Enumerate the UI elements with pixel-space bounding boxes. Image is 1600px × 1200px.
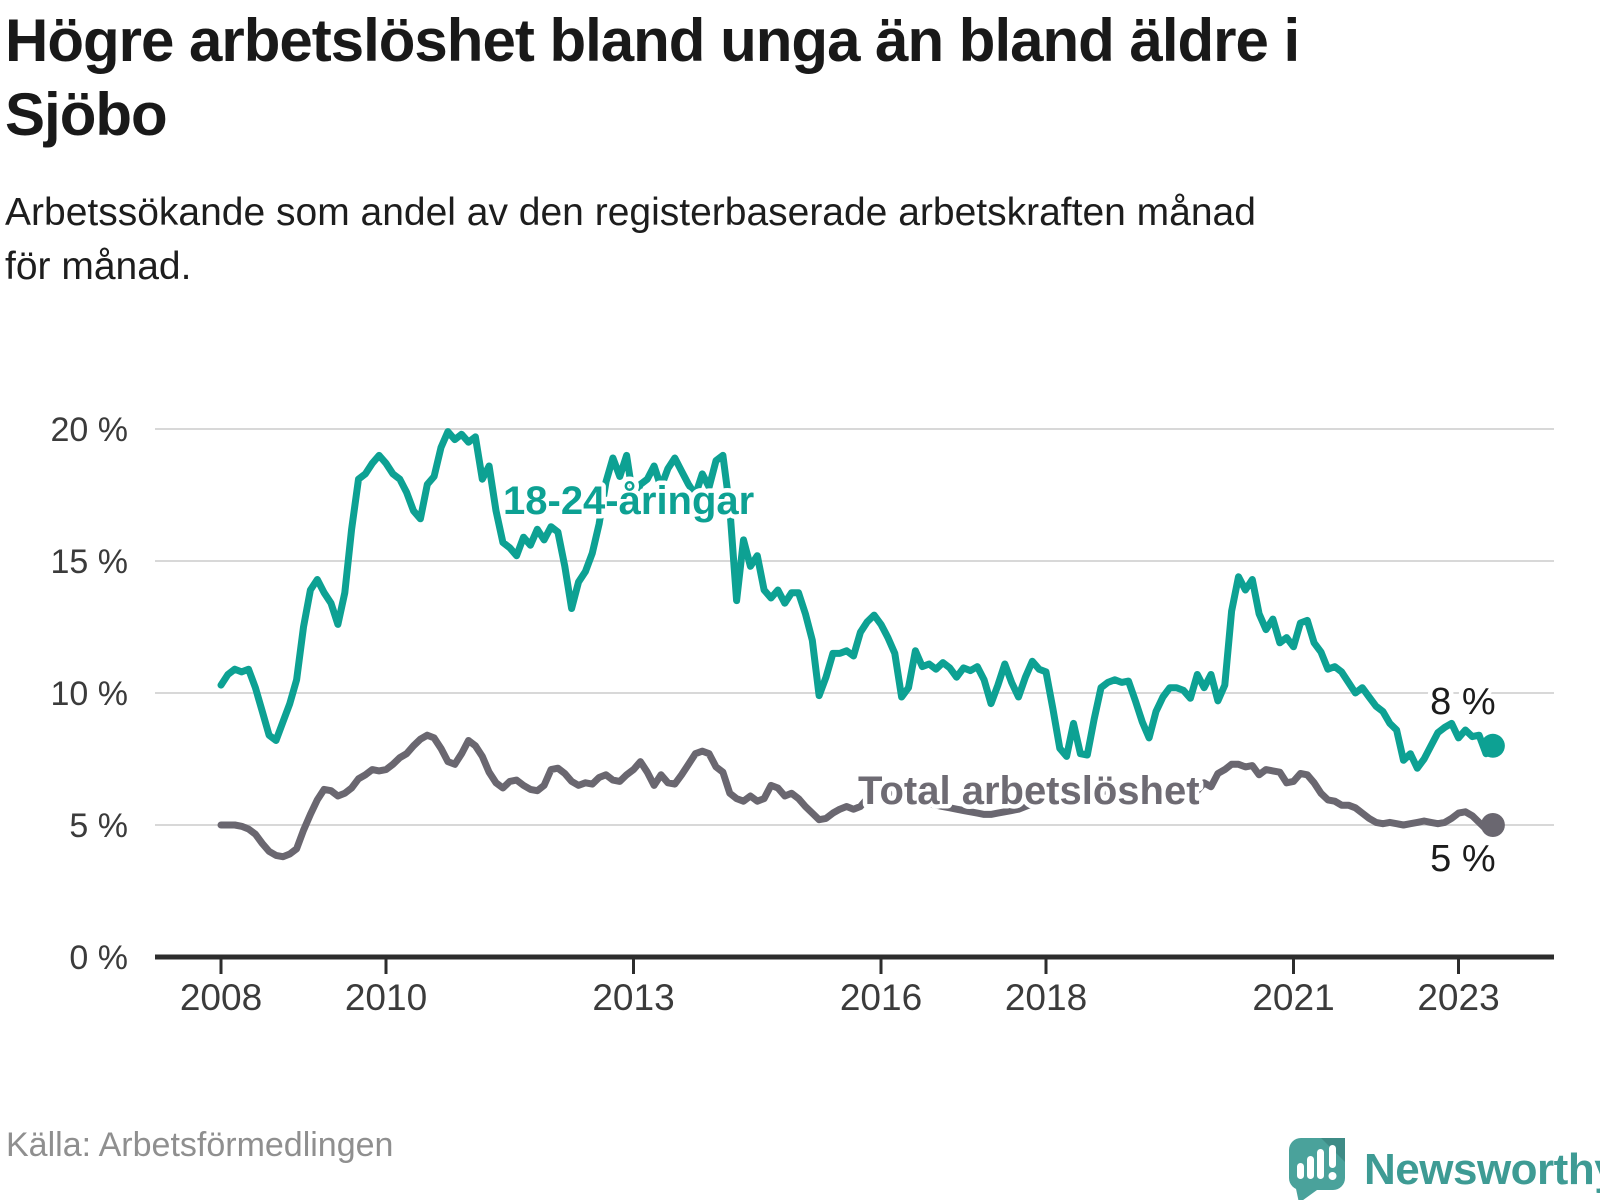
y-axis-label-10: 10 % <box>51 675 129 713</box>
page-title: Högre arbetslöshet bland unga än bland ä… <box>5 4 1585 152</box>
x-axis-label-2021: 2021 <box>1252 977 1334 1018</box>
title-line-1: Högre arbetslöshet bland unga än bland ä… <box>5 7 1300 74</box>
series-line-total <box>217 731 1497 861</box>
series-end-dot-young <box>1480 733 1505 758</box>
newsworthy-logo-icon <box>1289 1138 1345 1200</box>
x-axis-label-2010: 2010 <box>345 977 427 1018</box>
brand-logo: Newsworthy <box>1288 1136 1600 1200</box>
title-line-2: Sjöbo <box>5 81 168 148</box>
x-axis-label-2008: 2008 <box>180 977 262 1018</box>
y-axis-label-15: 15 % <box>51 543 129 581</box>
x-axis-label-2018: 2018 <box>1005 977 1087 1018</box>
series-end-dot-total <box>1480 813 1505 837</box>
x-axis-label-2023: 2023 <box>1417 977 1499 1018</box>
x-axis-label-2016: 2016 <box>840 977 922 1018</box>
y-axis-label-5: 5 % <box>69 807 128 845</box>
series-end-label-young: 8 % <box>1430 681 1495 723</box>
subtitle-line-2: för månad. <box>5 245 192 288</box>
brand-wordmark: Newsworthy <box>1364 1145 1600 1194</box>
series-end-label-total: 5 % <box>1430 838 1495 880</box>
chart-subtitle: Arbetssökande som andel av den registerb… <box>5 186 1565 294</box>
y-axis-label-20: 20 % <box>51 411 129 449</box>
y-axis-label-0: 0 % <box>69 939 128 977</box>
source-note: Källa: Arbetsförmedlingen <box>6 1126 394 1164</box>
subtitle-line-1: Arbetssökande som andel av den registerb… <box>5 191 1256 234</box>
series-line-young <box>217 428 1497 772</box>
series-label-young: 18-24-åringar <box>503 479 754 523</box>
x-axis-label-2013: 2013 <box>592 977 674 1018</box>
series-label-total: Total arbetslöshet <box>858 769 1200 813</box>
